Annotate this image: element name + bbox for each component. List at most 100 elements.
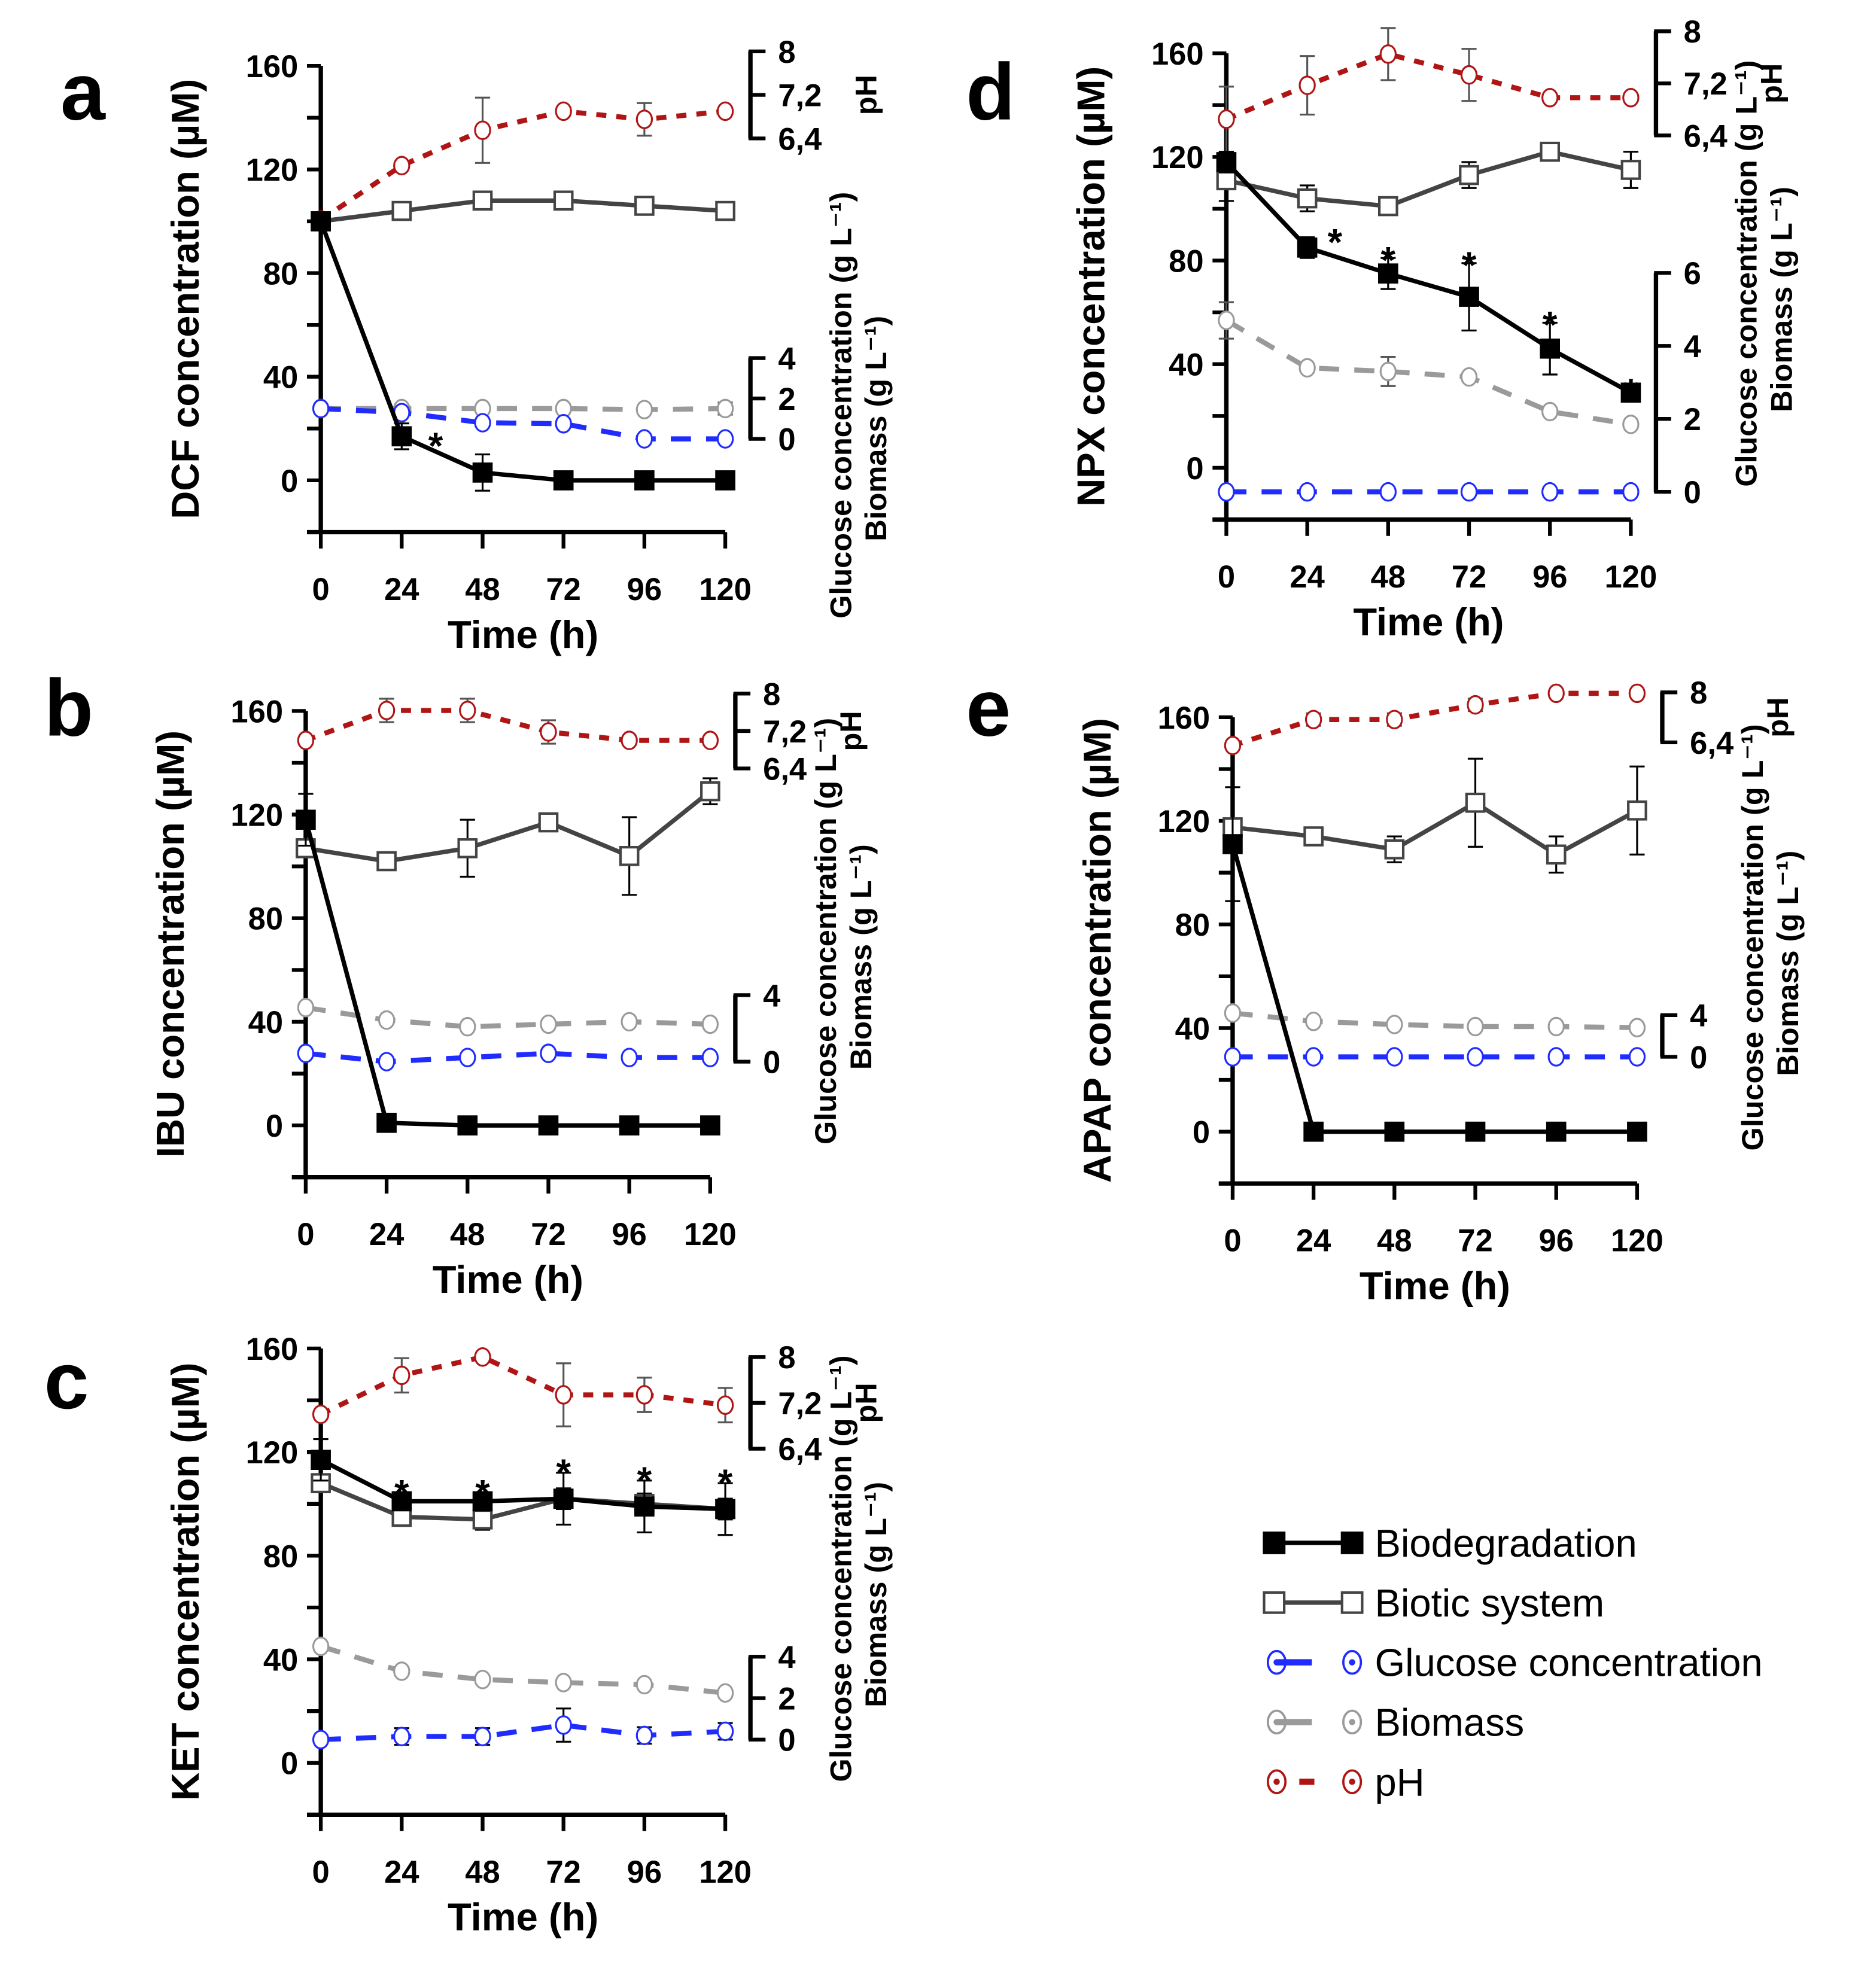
glucose-point — [716, 429, 734, 449]
glucose-biomass-tick-label: 2 — [778, 382, 795, 417]
legend-marker — [1342, 1649, 1363, 1675]
legend-marker-dot — [1273, 1659, 1280, 1666]
biomass-point — [716, 1683, 734, 1703]
ph-point — [474, 120, 491, 141]
glucose-point — [378, 1052, 396, 1071]
biomass-point — [1298, 358, 1316, 378]
ph-point — [1224, 735, 1242, 756]
biodegradation-line — [320, 1457, 726, 1512]
biomass-point — [1379, 361, 1397, 382]
x-axis-title: Time (h) — [1360, 1264, 1510, 1308]
x-tick-label: 48 — [1371, 559, 1406, 595]
legend-marker-dot — [1349, 1779, 1355, 1785]
biodegradation-point — [1297, 238, 1318, 258]
ph-line — [320, 1354, 726, 1417]
biotic-point — [391, 200, 412, 221]
glucose-point — [716, 1721, 734, 1742]
biodegradation-point — [391, 426, 412, 447]
ph-tick-label: 8 — [778, 1340, 795, 1375]
significance-asterisk: * — [556, 1452, 571, 1494]
glucose-point — [1218, 482, 1235, 502]
y-tick-label: 120 — [1157, 804, 1210, 839]
glucose-point — [555, 1715, 572, 1735]
ph-tick-label: 7,2 — [778, 78, 822, 114]
x-tick-label: 72 — [1452, 559, 1486, 595]
biodegradation-point — [376, 1112, 397, 1133]
panel-letter: b — [44, 663, 93, 753]
biodegradation-point — [1465, 1121, 1486, 1142]
series-biodegradation — [1216, 151, 1641, 403]
glucose-point — [459, 1048, 476, 1067]
ph-axis-title: pH — [834, 711, 868, 751]
biomass-point — [393, 1661, 410, 1681]
ph-point — [555, 101, 572, 121]
biomass-line — [320, 1643, 726, 1696]
legend-marker — [1342, 1769, 1363, 1795]
ph-tick-label: 6,4 — [1684, 118, 1728, 154]
biodegradation-point — [715, 1499, 735, 1520]
ph-point — [555, 1385, 572, 1405]
ph-point — [1541, 87, 1559, 108]
ph-line — [305, 708, 710, 743]
biotic-point — [700, 781, 720, 802]
y-tick-label: 0 — [281, 464, 298, 499]
legend-marker — [1263, 1591, 1286, 1614]
glucose-point — [474, 1727, 491, 1746]
biomass-axis-title: Biomass (g L⁻¹) — [859, 1482, 893, 1707]
glucose-point — [1224, 1047, 1242, 1067]
series-ph — [312, 1347, 734, 1427]
glucose-biomass-tick-label: 0 — [1690, 1040, 1707, 1075]
legend-marker — [1266, 1709, 1287, 1735]
ph-tick-label: 7,2 — [778, 1386, 822, 1421]
glucose-point — [555, 414, 572, 434]
ph-point — [1298, 75, 1316, 95]
biodegradation-point — [457, 1115, 478, 1135]
series-glucose — [312, 1707, 734, 1750]
glucose-point — [1386, 1047, 1403, 1067]
biodegradation-point — [619, 1115, 640, 1135]
biomass-line — [321, 406, 726, 412]
legend: Biodegradation Biotic system Glucose conce… — [1263, 1521, 1763, 1804]
series-biomass — [1218, 301, 1640, 434]
significance-asterisk: * — [1328, 221, 1343, 263]
x-tick-label: 96 — [612, 1217, 646, 1252]
y-tick-label: 160 — [246, 49, 299, 84]
legend-marker — [1266, 1769, 1287, 1795]
biodegradation-point — [1378, 263, 1398, 284]
significance-asterisk: * — [718, 1462, 733, 1504]
ph-point — [1547, 683, 1565, 704]
y-tick-label: 40 — [1169, 348, 1203, 383]
x-axis-title: Time (h) — [448, 613, 598, 656]
series-biomass — [1224, 1003, 1646, 1038]
ph-point — [1467, 695, 1484, 715]
y-tick-label: 0 — [281, 1746, 298, 1782]
y-tick-label: 120 — [230, 797, 283, 833]
ph-point — [1628, 683, 1646, 704]
ph-line — [319, 108, 726, 223]
legend-marker — [1266, 1649, 1287, 1675]
biomass-point — [1467, 1016, 1484, 1037]
biomass-axis-title: Biomass (g L⁻¹) — [844, 844, 878, 1070]
ph-tick-label: 6,4 — [778, 1432, 822, 1467]
biomass-point — [378, 1010, 396, 1030]
glucose-point — [312, 1730, 330, 1750]
y-tick-label: 160 — [230, 694, 283, 729]
series-glucose — [297, 1043, 719, 1071]
glucose-point — [621, 1048, 638, 1067]
y-tick-label: 0 — [266, 1109, 283, 1144]
biomass-point — [635, 400, 653, 419]
biodegradation-point — [472, 462, 493, 483]
glucose-point — [297, 1043, 315, 1064]
series-biomass — [297, 997, 719, 1037]
ph-point — [1386, 710, 1403, 730]
x-tick-label: 96 — [1532, 559, 1567, 595]
glucose-biomass-tick-label: 4 — [1684, 329, 1701, 364]
series-biodegradation — [311, 1438, 735, 1536]
legend-marker — [1340, 1591, 1364, 1614]
glucose-point — [540, 1043, 557, 1064]
biodegradation-point — [553, 470, 574, 491]
biotic-point — [634, 196, 655, 216]
